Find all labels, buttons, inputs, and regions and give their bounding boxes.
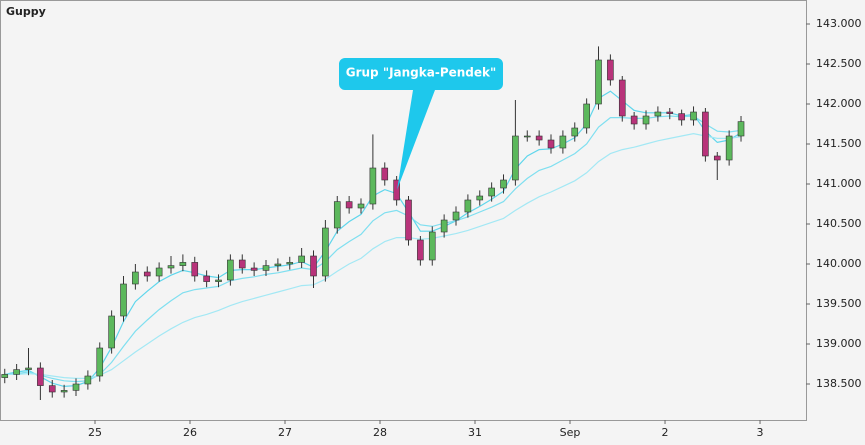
candle-body	[262, 265, 270, 271]
candle-body	[345, 201, 353, 209]
candle-body	[72, 383, 80, 391]
candle-body	[120, 283, 127, 317]
candle-body	[48, 385, 56, 393]
x-tick-label: 25	[88, 426, 102, 439]
candle-body	[37, 367, 44, 386]
candle-body	[547, 139, 555, 149]
candle-body	[381, 167, 389, 181]
candle-body	[417, 239, 424, 261]
plot-area	[1, 46, 745, 400]
candle-body	[476, 195, 484, 201]
candle-body	[725, 135, 733, 161]
candle-body	[642, 115, 650, 125]
candle-body	[203, 275, 210, 282]
candle-body	[13, 369, 20, 375]
candle-body	[357, 203, 365, 209]
candle-body	[369, 167, 377, 205]
x-tick-label: 3	[757, 426, 764, 439]
candle-body	[666, 111, 674, 114]
candle-body	[215, 279, 222, 282]
y-tick-label: 142.500	[816, 57, 862, 70]
candle-body	[298, 255, 305, 263]
candle-body	[535, 135, 543, 141]
candle-body	[464, 199, 472, 213]
x-tick-label: 26	[183, 426, 197, 439]
candle-body	[96, 347, 104, 377]
candle-body	[155, 267, 163, 277]
x-tick-label: 31	[468, 426, 482, 439]
y-tick-label: 141.000	[816, 177, 862, 190]
y-tick-label: 142.000	[816, 97, 862, 110]
candle-body	[333, 201, 341, 229]
candle-body	[274, 263, 282, 266]
annotation: Grup "Jangka-Pendek"	[346, 66, 497, 80]
candle-body	[678, 113, 685, 121]
candle-body	[108, 315, 115, 349]
candle-body	[286, 262, 294, 265]
candle-body	[143, 271, 151, 277]
candle-body	[488, 187, 495, 197]
y-tick-label: 143.000	[816, 17, 862, 30]
y-tick-label: 139.500	[816, 297, 862, 310]
candle-body	[167, 265, 175, 269]
candle-body	[512, 135, 519, 181]
candle-body	[559, 135, 567, 149]
y-tick-label: 138.500	[816, 377, 862, 390]
candle-body	[132, 271, 139, 285]
candle-body	[393, 179, 400, 201]
candle-body	[440, 219, 448, 233]
candle-body	[523, 135, 531, 138]
candle-body	[250, 267, 258, 271]
candle-body	[595, 59, 602, 105]
chart-title: Guppy	[6, 5, 46, 18]
callout: Grup "Jangka-Pendek"	[339, 58, 503, 190]
candle-body	[452, 211, 460, 221]
candle-body	[607, 59, 614, 81]
candle-body	[713, 155, 721, 161]
candle-body	[618, 79, 626, 117]
x-tick-label: 28	[373, 426, 387, 439]
candle-body	[191, 262, 199, 277]
candle-body	[322, 227, 329, 277]
candle-body	[654, 111, 662, 117]
candle-body	[690, 111, 697, 121]
candle-body	[238, 259, 246, 269]
y-tick-label: 139.000	[816, 337, 862, 350]
candle-body	[60, 390, 68, 393]
candle-body	[630, 115, 638, 125]
candle-body	[702, 111, 709, 157]
candle-body	[571, 127, 579, 137]
callout-box	[339, 58, 503, 190]
ma-line	[4, 115, 742, 383]
candle-body	[1, 374, 9, 378]
x-tick-label: 27	[278, 426, 292, 439]
plot-frame	[0, 0, 807, 421]
ma-line	[4, 132, 742, 379]
candle-body	[84, 375, 92, 385]
candle-body	[737, 121, 745, 137]
candle-body	[405, 199, 412, 241]
candle-body	[179, 262, 187, 266]
y-tick-label: 140.500	[816, 217, 862, 230]
x-tick-label: Sep	[560, 426, 581, 439]
x-tick-label: 2	[662, 426, 669, 439]
candle-body	[583, 103, 590, 129]
candle-body	[310, 255, 317, 277]
candle-body	[227, 259, 234, 281]
candle-body	[25, 367, 32, 370]
candle-body	[500, 179, 507, 189]
y-tick-label: 141.500	[816, 137, 862, 150]
candle-body	[428, 231, 436, 261]
y-tick-label: 140.000	[816, 257, 862, 270]
